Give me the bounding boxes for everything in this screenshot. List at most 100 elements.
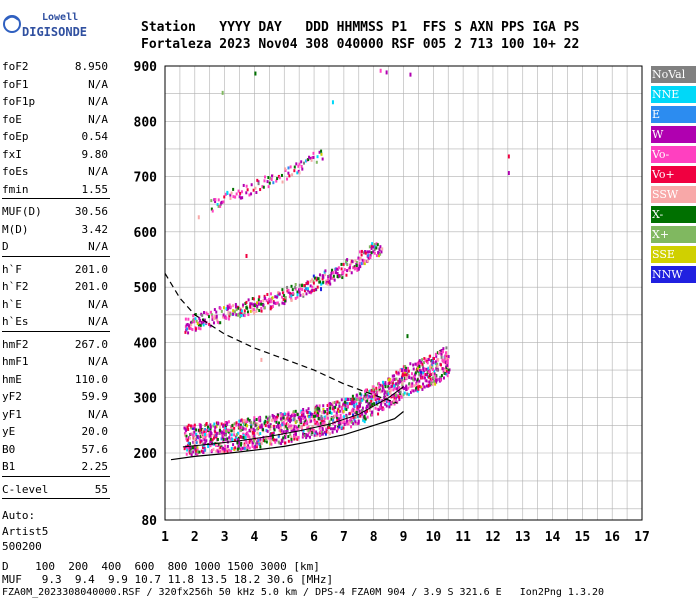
echo-point — [392, 388, 395, 392]
echo-point — [266, 435, 269, 439]
param-name: h`Es — [2, 315, 29, 328]
echo-point — [401, 372, 404, 376]
echo-point — [253, 308, 256, 312]
echo-point — [305, 282, 308, 286]
echo-point — [342, 426, 345, 430]
echo-point — [357, 256, 360, 260]
echo-point — [270, 418, 273, 422]
echo-point — [376, 390, 379, 394]
echo-point — [205, 422, 208, 426]
echo-point — [293, 169, 296, 173]
echo-point — [348, 268, 351, 272]
echo-point — [424, 373, 427, 377]
echo-point — [314, 414, 317, 418]
echo-point — [196, 321, 199, 325]
echo-point — [238, 195, 241, 199]
echo-point — [203, 430, 206, 434]
param-value: N/A — [88, 240, 108, 253]
echo-point — [249, 304, 252, 308]
echo-point — [203, 448, 206, 452]
echo-point — [420, 360, 423, 364]
echo-point — [313, 433, 316, 437]
echo-point — [446, 374, 449, 378]
echo-point — [195, 428, 198, 432]
echo-point — [411, 384, 414, 388]
param-name: C-level — [2, 482, 49, 496]
echo-point — [379, 383, 382, 387]
echo-point — [276, 177, 279, 181]
echo-point — [210, 432, 213, 436]
echo-point — [200, 433, 203, 437]
echo-point — [253, 311, 256, 315]
echo-point — [205, 428, 208, 432]
echo-point — [222, 430, 225, 434]
echo-point — [229, 429, 232, 433]
echo-point — [432, 376, 435, 380]
echo-point — [219, 445, 222, 449]
echo-point — [301, 167, 304, 171]
echo-point — [276, 415, 279, 419]
echo-point — [331, 407, 334, 411]
echo-point — [323, 430, 326, 434]
echo-point — [426, 361, 429, 365]
echo-point — [380, 402, 383, 406]
echo-point — [359, 265, 362, 269]
echo-point — [336, 274, 339, 278]
echo-point — [262, 299, 265, 303]
echo-point — [264, 419, 267, 423]
echo-point — [289, 414, 292, 418]
echo-point — [425, 384, 428, 388]
echo-point — [258, 418, 261, 422]
param-value: 20.0 — [81, 425, 109, 438]
echo-point — [404, 376, 407, 380]
echo-point — [276, 301, 279, 305]
echo-point — [195, 319, 198, 323]
echo-point — [323, 410, 326, 414]
echo-point — [384, 385, 387, 389]
echo-point — [275, 301, 278, 305]
echo-point — [427, 370, 430, 374]
echo-point — [309, 284, 312, 288]
echo-point — [243, 446, 246, 450]
echo-point — [368, 245, 371, 249]
echo-point — [185, 323, 188, 327]
echo-point — [287, 411, 290, 415]
echo-point — [291, 288, 294, 292]
echo-point — [296, 293, 299, 297]
param-value: 2.25 — [81, 460, 109, 473]
echo-point — [418, 361, 421, 365]
echo-point — [343, 420, 346, 424]
echo-point — [263, 296, 266, 300]
echo-point — [360, 253, 363, 257]
echo-point — [218, 442, 221, 446]
echo-point — [275, 415, 278, 419]
echo-point — [355, 264, 358, 268]
echo-point — [288, 426, 291, 430]
echo-point — [436, 368, 439, 372]
echo-point — [279, 425, 282, 429]
echo-point — [315, 160, 318, 164]
echo-point — [376, 397, 379, 401]
echo-point — [197, 326, 200, 330]
param-name: foF1p — [2, 95, 36, 108]
echo-point — [388, 404, 391, 408]
echo-point — [199, 425, 202, 429]
echo-point — [263, 175, 266, 179]
echo-point — [279, 423, 282, 427]
echo-point — [339, 422, 342, 426]
echo-point — [254, 186, 257, 190]
echo-point — [288, 424, 291, 428]
echo-point — [289, 165, 292, 169]
echo-point — [289, 433, 292, 437]
echo-point — [310, 432, 313, 436]
echo-point — [220, 309, 223, 313]
echo-point — [352, 416, 355, 420]
echo-point — [202, 431, 205, 435]
echo-point — [249, 309, 252, 313]
echo-point — [254, 445, 257, 449]
echo-point — [411, 389, 414, 393]
echo-point — [241, 435, 244, 439]
echo-point — [345, 415, 348, 419]
echo-point — [289, 420, 292, 424]
auto-line: Auto: — [2, 509, 36, 522]
